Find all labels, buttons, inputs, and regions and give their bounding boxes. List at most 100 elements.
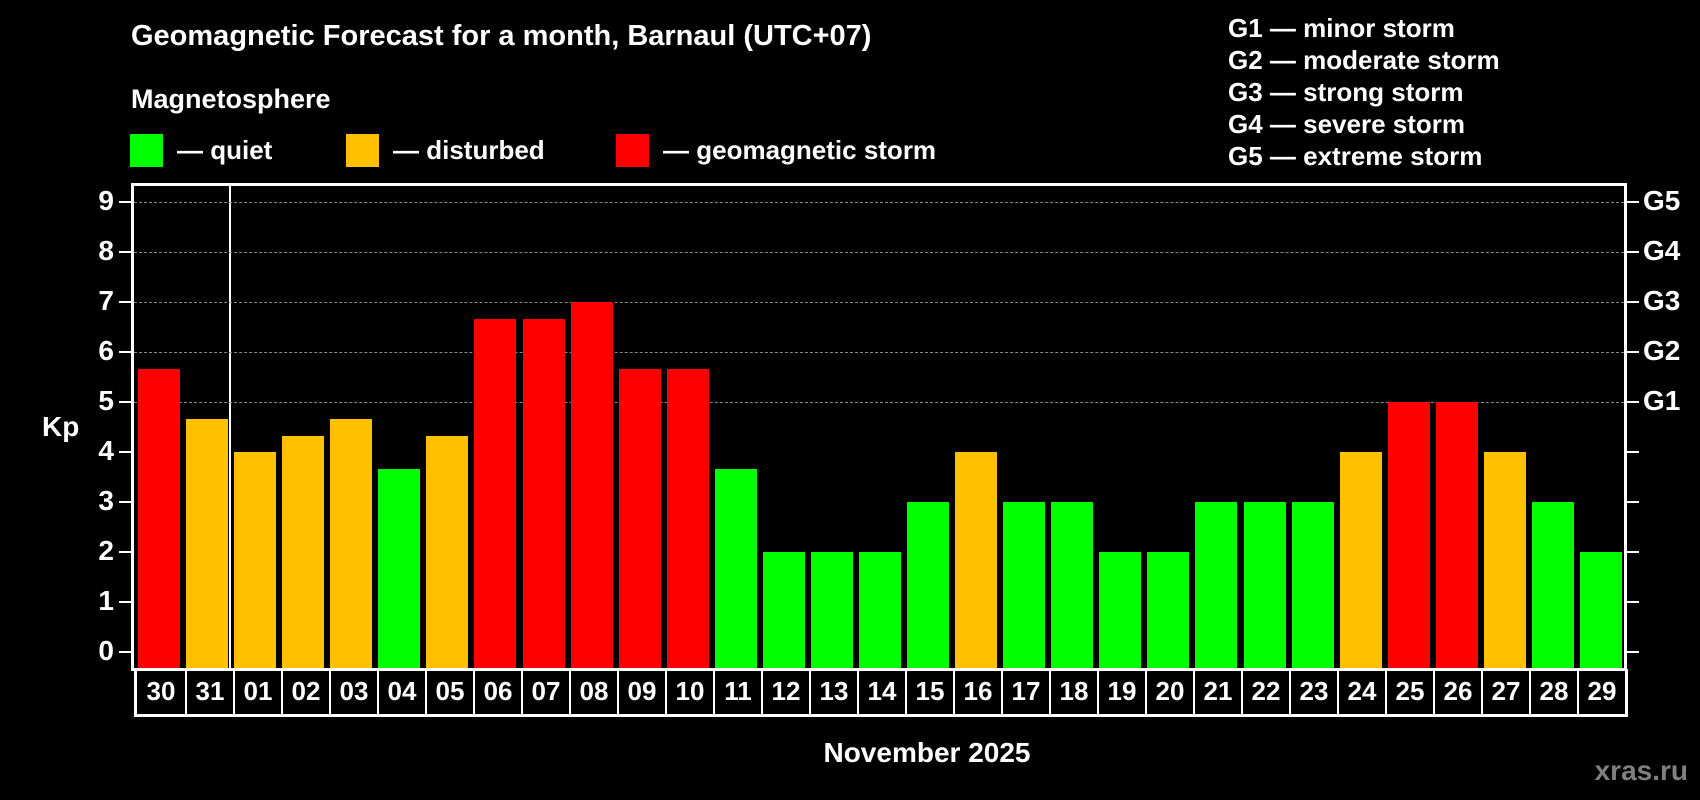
legend-swatch-storm bbox=[616, 134, 649, 167]
y-tick-label: 5 bbox=[98, 385, 114, 416]
y-tick-label: 9 bbox=[98, 185, 114, 216]
kp-bar-07 bbox=[522, 318, 565, 668]
right-tick bbox=[1627, 351, 1639, 353]
kp-bar-22 bbox=[1243, 502, 1286, 668]
y-tick bbox=[119, 201, 131, 203]
date-label: 06 bbox=[473, 669, 521, 714]
y-tick-label: 6 bbox=[98, 335, 114, 366]
kp-bar-02 bbox=[282, 435, 325, 668]
y-tick-label: 2 bbox=[98, 535, 114, 566]
y-tick-label: 1 bbox=[98, 585, 114, 616]
right-tick bbox=[1627, 601, 1639, 603]
g-scale-axis: G1 G2 G3 G4 G5 bbox=[1624, 0, 1700, 700]
date-label: 27 bbox=[1481, 669, 1529, 714]
g-level-label: G2 bbox=[1643, 335, 1681, 366]
legend-swatch-quiet bbox=[130, 134, 163, 167]
kp-bar-30 bbox=[138, 368, 181, 668]
g-legend-item: G1 — minor storm bbox=[1228, 13, 1455, 43]
y-tick bbox=[119, 601, 131, 603]
g-legend-item: G4 — severe storm bbox=[1228, 109, 1466, 139]
date-label: 22 bbox=[1241, 669, 1289, 714]
y-tick bbox=[119, 301, 131, 303]
gridline bbox=[134, 302, 1624, 303]
date-axis: 30 31 01 02 03 04 05 06 07 08 09 10 11 12 13 14 15 16 17 18… bbox=[134, 669, 1628, 717]
g-legend-item: G3 — strong storm bbox=[1228, 77, 1464, 107]
y-tick-label: 4 bbox=[98, 435, 114, 466]
y-tick-label: 8 bbox=[98, 235, 114, 266]
kp-bar-04 bbox=[378, 468, 421, 668]
gridline bbox=[134, 202, 1624, 203]
kp-bar-23 bbox=[1291, 502, 1334, 668]
kp-bar-31 bbox=[186, 418, 229, 668]
chart-title: Geomagnetic Forecast for a month, Barnau… bbox=[131, 20, 872, 52]
kp-bar-20 bbox=[1147, 552, 1190, 668]
date-label: 25 bbox=[1385, 669, 1433, 714]
date-label: 11 bbox=[713, 669, 761, 714]
kp-bar-06 bbox=[474, 318, 517, 668]
y-axis-label: Kp bbox=[42, 411, 80, 442]
kp-bar-11 bbox=[714, 468, 757, 668]
date-label: 19 bbox=[1097, 669, 1145, 714]
date-label: 10 bbox=[665, 669, 713, 714]
kp-bar-05 bbox=[426, 435, 469, 668]
kp-bar-29 bbox=[1579, 552, 1622, 668]
date-label: 29 bbox=[1577, 669, 1625, 714]
y-tick-label: 3 bbox=[98, 485, 114, 516]
date-label: 17 bbox=[1001, 669, 1049, 714]
right-tick bbox=[1627, 251, 1639, 253]
legend-label-storm: — geomagnetic storm bbox=[663, 135, 937, 165]
g-level-label: G1 bbox=[1643, 385, 1681, 416]
date-label: 04 bbox=[377, 669, 425, 714]
g-legend-item: G2 — moderate storm bbox=[1228, 45, 1500, 75]
legend-label-quiet: — quiet bbox=[177, 135, 273, 165]
date-label: 16 bbox=[953, 669, 1001, 714]
kp-bar-15 bbox=[907, 502, 950, 668]
date-label: 18 bbox=[1049, 669, 1097, 714]
kp-bar-24 bbox=[1339, 452, 1382, 668]
kp-bar-21 bbox=[1195, 502, 1238, 668]
kp-bar-01 bbox=[234, 452, 277, 668]
kp-bar-12 bbox=[762, 552, 805, 668]
right-tick bbox=[1627, 301, 1639, 303]
date-label: 28 bbox=[1529, 669, 1577, 714]
date-label: 01 bbox=[233, 669, 281, 714]
right-tick bbox=[1627, 201, 1639, 203]
kp-bar-18 bbox=[1051, 502, 1094, 668]
kp-bar-27 bbox=[1483, 452, 1526, 668]
legend-subtitle: Magnetosphere bbox=[131, 84, 331, 114]
date-label: 21 bbox=[1193, 669, 1241, 714]
right-tick bbox=[1627, 501, 1639, 503]
y-tick bbox=[119, 401, 131, 403]
kp-bar-19 bbox=[1099, 552, 1142, 668]
y-tick bbox=[119, 551, 131, 553]
date-label: 23 bbox=[1289, 669, 1337, 714]
kp-bar-28 bbox=[1531, 502, 1574, 668]
kp-bar-25 bbox=[1387, 402, 1430, 668]
kp-bar-13 bbox=[810, 552, 853, 668]
date-label: 05 bbox=[425, 669, 473, 714]
watermark: xras.ru bbox=[1594, 755, 1688, 786]
kp-bar-08 bbox=[570, 302, 613, 668]
right-tick bbox=[1627, 401, 1639, 403]
gridline bbox=[134, 402, 1624, 403]
y-tick bbox=[119, 351, 131, 353]
month-divider bbox=[229, 186, 232, 668]
date-label: 07 bbox=[521, 669, 569, 714]
date-label: 13 bbox=[809, 669, 857, 714]
date-label: 31 bbox=[185, 669, 233, 714]
date-label: 12 bbox=[761, 669, 809, 714]
date-label: 02 bbox=[281, 669, 329, 714]
date-label: 03 bbox=[329, 669, 377, 714]
right-tick bbox=[1627, 551, 1639, 553]
right-tick bbox=[1627, 651, 1639, 653]
g-legend-item: G5 — extreme storm bbox=[1228, 141, 1483, 171]
y-tick bbox=[119, 651, 131, 653]
date-label: 15 bbox=[905, 669, 953, 714]
kp-bar-10 bbox=[666, 368, 709, 668]
y-tick bbox=[119, 251, 131, 253]
y-tick bbox=[119, 451, 131, 453]
g-level-label: G5 bbox=[1643, 185, 1681, 216]
date-label: 09 bbox=[617, 669, 665, 714]
y-tick-label: 0 bbox=[98, 635, 114, 666]
g-level-label: G3 bbox=[1643, 285, 1681, 316]
